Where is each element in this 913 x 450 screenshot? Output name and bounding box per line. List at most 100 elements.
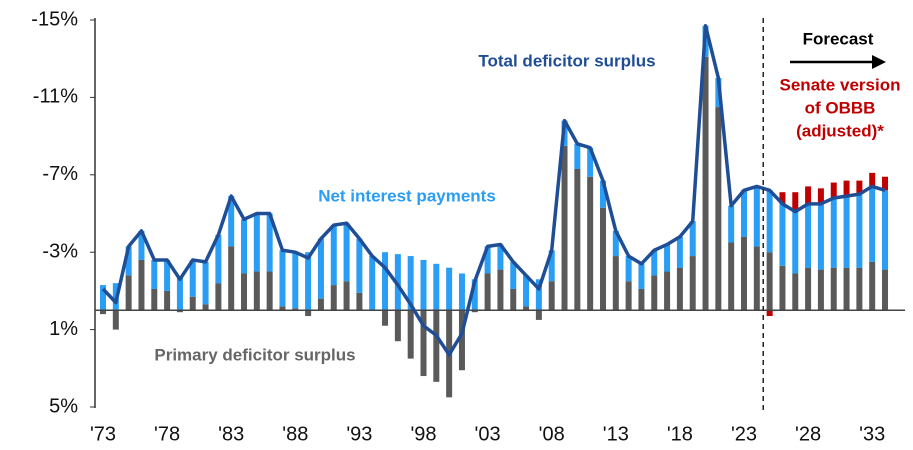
- bar: [805, 203, 812, 268]
- bar: [817, 269, 824, 311]
- bar: [241, 219, 248, 274]
- bar: [420, 259, 427, 311]
- bar: [574, 168, 581, 311]
- bar: [869, 172, 876, 187]
- bar: [574, 143, 581, 169]
- x-tick-label: '08: [539, 423, 565, 445]
- y-tick-label: -11%: [33, 86, 78, 108]
- annotation: Forecast: [803, 29, 874, 48]
- x-tick-label: '28: [795, 423, 821, 445]
- bar: [253, 213, 260, 272]
- bar: [702, 56, 709, 311]
- x-tick-label: '18: [667, 423, 693, 445]
- bar: [869, 186, 876, 262]
- bar: [356, 292, 363, 311]
- bar: [779, 265, 786, 311]
- bar: [471, 310, 478, 313]
- x-tick-label: '33: [859, 423, 885, 445]
- bar: [164, 290, 171, 311]
- bar: [779, 203, 786, 266]
- bar: [497, 244, 504, 270]
- bar: [689, 221, 696, 257]
- x-tick-label: '73: [90, 423, 116, 445]
- bar: [317, 298, 324, 311]
- bar: [138, 230, 145, 260]
- bar: [561, 145, 568, 311]
- bar: [382, 252, 389, 311]
- bar: [484, 273, 491, 311]
- bar: [728, 242, 735, 311]
- bar: [100, 285, 106, 311]
- bar: [766, 310, 773, 317]
- bar: [253, 271, 260, 311]
- bar: [548, 281, 555, 311]
- bar: [458, 310, 465, 371]
- bar: [394, 310, 401, 342]
- bar: [292, 308, 299, 311]
- bar: [741, 236, 747, 311]
- bar: [830, 198, 837, 268]
- bar: [407, 310, 414, 359]
- y-tick-label: -15%: [31, 8, 78, 30]
- annotation: (adjusted)*: [796, 121, 884, 140]
- bar: [753, 246, 760, 311]
- y-tick-label: -7%: [42, 163, 78, 185]
- bar: [843, 196, 850, 268]
- bar: [882, 176, 889, 191]
- bar: [753, 186, 760, 247]
- bar: [664, 244, 671, 272]
- bar: [843, 180, 850, 197]
- bar: [330, 225, 337, 286]
- bar: [138, 259, 145, 311]
- bar: [215, 283, 222, 311]
- bar: [420, 310, 427, 377]
- bar: [869, 261, 876, 311]
- bar: [535, 310, 542, 320]
- bar: [343, 281, 350, 311]
- bar: [305, 310, 312, 317]
- bar: [766, 190, 773, 253]
- bar: [471, 279, 478, 311]
- bar: [176, 310, 183, 313]
- bar: [676, 236, 683, 268]
- x-tick-label: '03: [475, 423, 501, 445]
- bar: [638, 263, 645, 289]
- bar: [728, 205, 735, 243]
- total-line: [101, 24, 886, 357]
- bar: [215, 234, 222, 284]
- bar: [792, 211, 799, 274]
- bar: [164, 259, 171, 291]
- x-tick-label: '78: [154, 423, 180, 445]
- bar: [792, 192, 799, 212]
- bar: [805, 186, 812, 204]
- bar: [125, 246, 132, 276]
- bar: [382, 310, 389, 326]
- bar: [817, 203, 824, 270]
- y-tick-label: -3%: [42, 240, 78, 262]
- bar: [587, 147, 594, 177]
- bar: [189, 296, 196, 311]
- bar: [856, 180, 863, 195]
- bar: [317, 238, 324, 299]
- bar: [433, 310, 440, 382]
- bar: [625, 281, 632, 311]
- bar: [612, 230, 619, 257]
- bar: [510, 261, 517, 289]
- annotation: of OBBB: [805, 98, 876, 117]
- bar: [856, 194, 863, 268]
- bar: [587, 176, 594, 311]
- bar: [548, 250, 555, 282]
- x-tick-label: '98: [410, 423, 436, 445]
- bar: [343, 223, 350, 282]
- bar: [356, 238, 363, 293]
- bar: [125, 275, 132, 311]
- forecast-arrowhead: [872, 55, 886, 69]
- x-tick-label: '13: [603, 423, 629, 445]
- x-tick-label: '88: [282, 423, 308, 445]
- bar: [830, 182, 837, 199]
- bar: [446, 267, 453, 311]
- bar: [407, 256, 414, 311]
- bar: [151, 288, 158, 311]
- x-tick-label: '83: [218, 423, 244, 445]
- bar: [638, 288, 645, 311]
